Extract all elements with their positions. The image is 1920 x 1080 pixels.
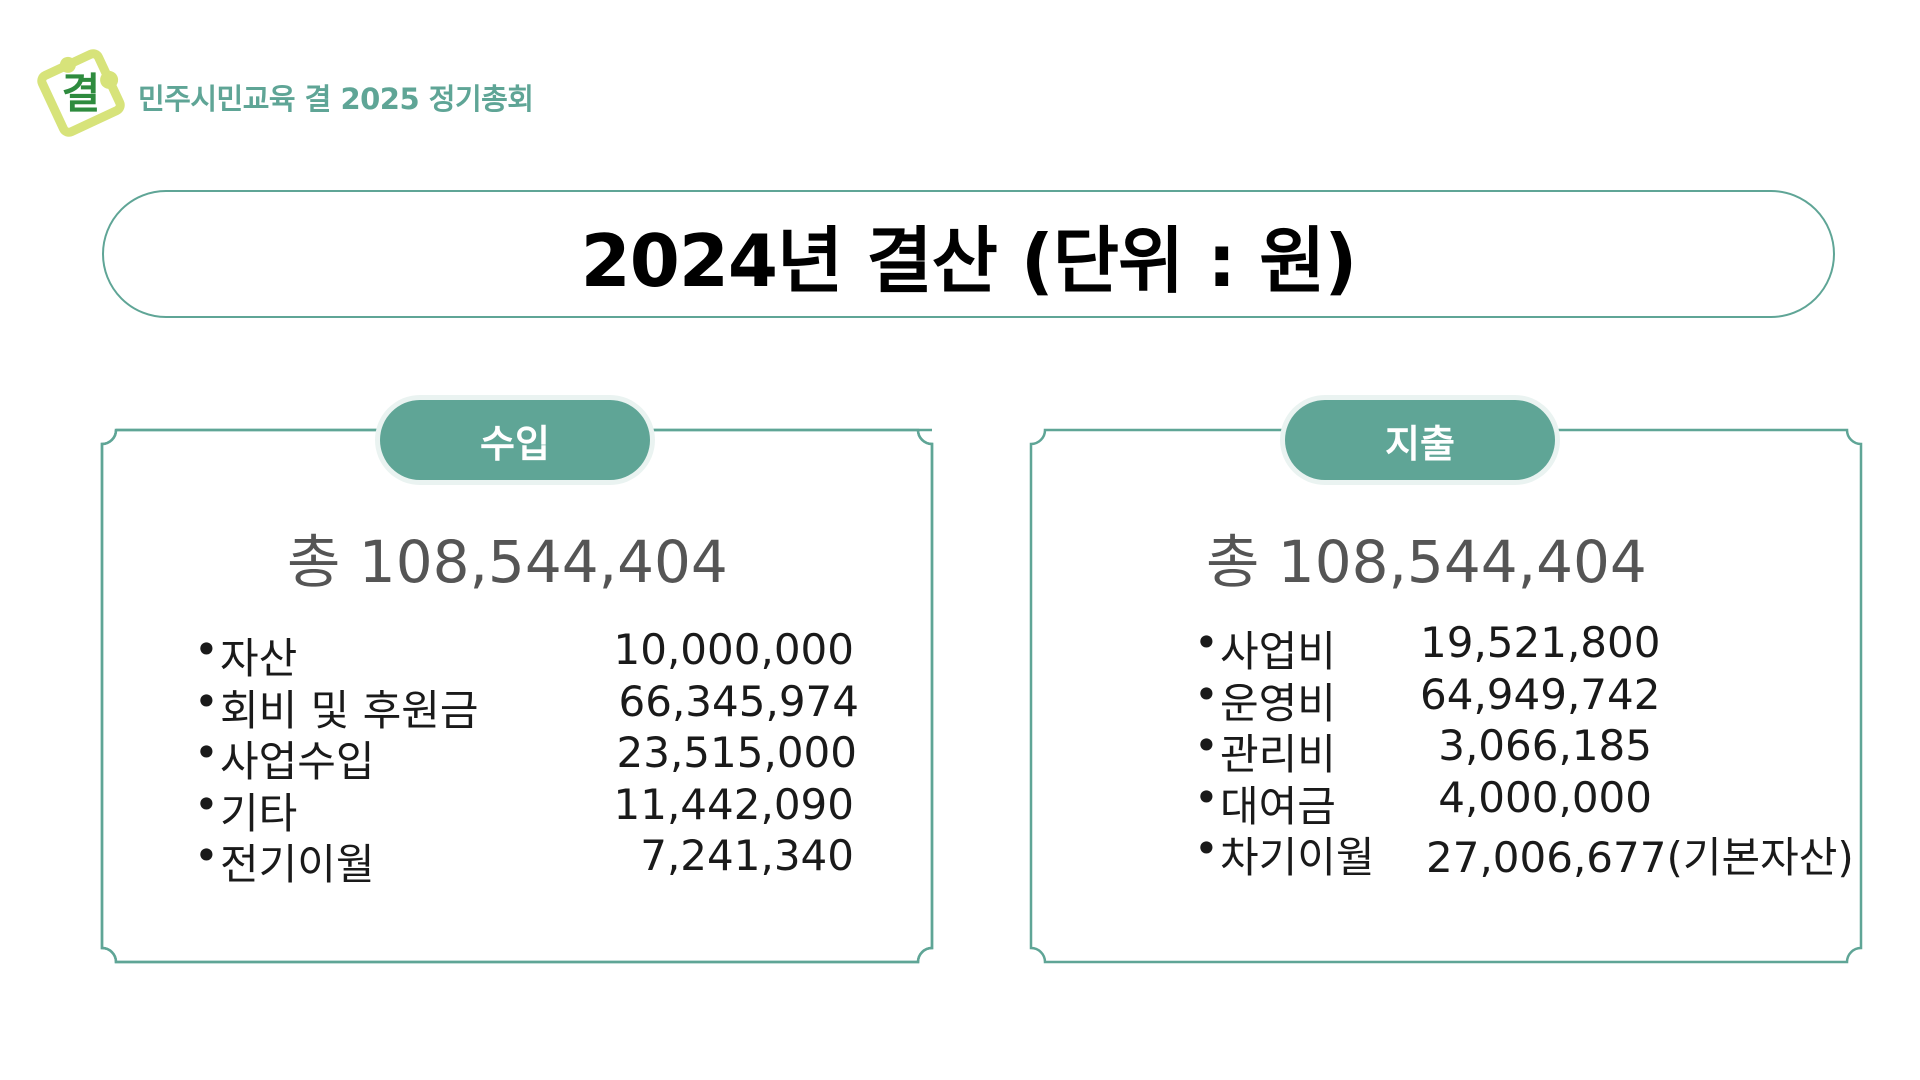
item-amount: 3,066,185: [1438, 721, 1652, 770]
item-amount: 7,241,340: [640, 831, 854, 880]
tab-expense-label: 지출: [1385, 421, 1455, 466]
list-item: • 사업수입 23,515,000: [194, 728, 857, 786]
list-item: • 회비 및 후원금 66,345,974: [194, 677, 859, 735]
item-label: 차기이월: [1220, 833, 1375, 882]
org-title: 민주시민교육 결 2025 정기총회: [138, 82, 534, 116]
logo: 결: [36, 48, 126, 138]
income-panel: 수입 총 108,544,404 • 자산 10,000,000 • 회비 및 후원금…: [100, 400, 934, 964]
item-label: 기타: [220, 788, 298, 838]
list-item: • 자산 10,000,000: [194, 625, 854, 683]
item-label: 회비 및 후원금: [220, 685, 479, 735]
item-label: 사업비: [1220, 627, 1336, 676]
list-item: • 사업비 19,521,800: [1194, 618, 1854, 676]
tab-income-label: 수입: [480, 421, 550, 466]
item-amount: 11,442,090: [613, 779, 854, 829]
list-item: • 전기이월 7,241,340: [194, 831, 854, 889]
list-item: • 기타 11,442,090: [194, 779, 854, 838]
item-label: 사업수입: [220, 737, 375, 786]
item-amount: 4,000,000: [1438, 772, 1652, 822]
expense-panel: 지출 총 108,544,404 • 사업비 19,521,800 • 운영비 64,9…: [1029, 400, 1863, 964]
item-amount: 27,006,677(기본자산): [1426, 833, 1854, 882]
tab-income: 수입: [380, 400, 650, 480]
list-item: • 관리비 3,066,185: [1194, 721, 1854, 779]
item-label: 전기이월: [220, 840, 375, 889]
item-amount: 64,949,742: [1420, 669, 1661, 719]
item-amount: 10,000,000: [613, 625, 854, 674]
page-title: 2024년 결산 (단위 : 원): [580, 218, 1358, 303]
income-list: • 자산 10,000,000 • 회비 및 후원금 66,345,974 • 사업수입 2…: [194, 625, 859, 889]
item-label: 대여금: [1220, 781, 1336, 831]
item-label: 관리비: [1220, 730, 1336, 779]
list-item: • 차기이월 27,006,677(기본자산): [1194, 824, 1854, 882]
item-amount: 66,345,974: [618, 676, 859, 726]
title-banner: 2024년 결산 (단위 : 원): [102, 190, 1835, 318]
expense-list: • 사업비 19,521,800 • 운영비 64,949,742 • 관리비 3,066,…: [1194, 618, 1854, 882]
item-label: 자산: [220, 634, 298, 683]
list-item: • 운영비 64,949,742: [1194, 669, 1854, 728]
logo-mark: 결: [62, 69, 101, 118]
tab-expense: 지출: [1285, 400, 1555, 480]
income-total: 총 108,544,404: [287, 528, 728, 596]
expense-total: 총 108,544,404: [1206, 528, 1647, 596]
item-label: 운영비: [1220, 678, 1336, 728]
list-item: • 대여금 4,000,000: [1194, 772, 1854, 831]
item-amount: 19,521,800: [1420, 618, 1661, 667]
item-amount: 23,515,000: [616, 728, 857, 777]
